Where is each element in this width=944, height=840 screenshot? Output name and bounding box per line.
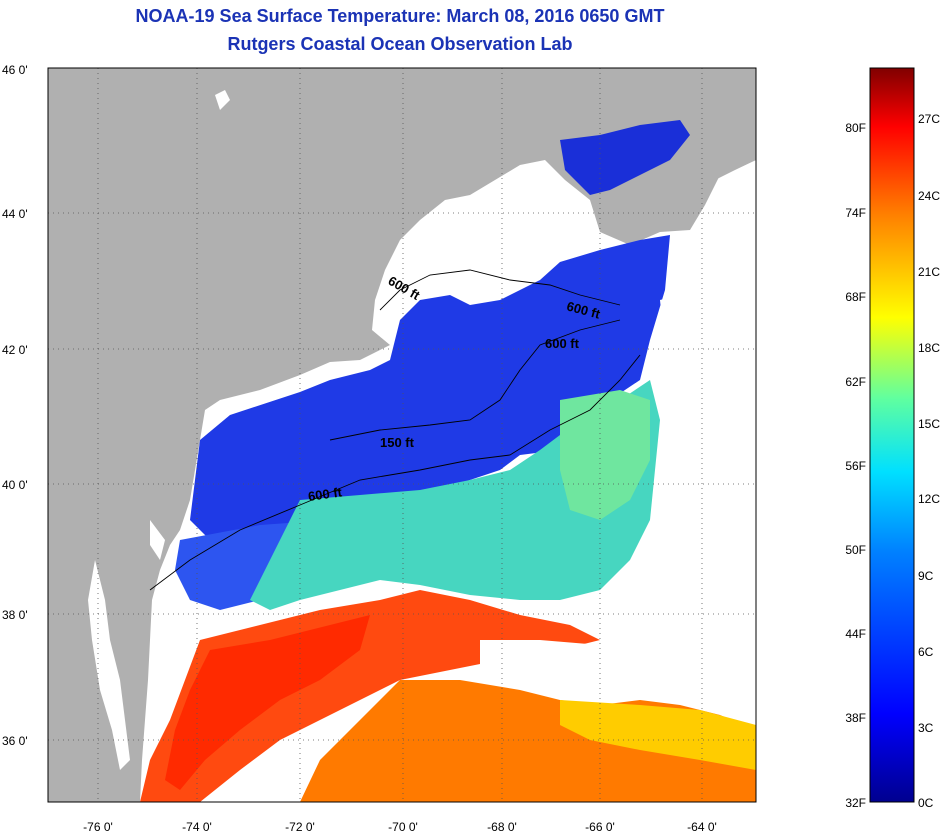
colorbar-f-label: 44F xyxy=(845,627,866,641)
colorbar-f-label: 38F xyxy=(845,711,866,725)
colorbar-f-label: 56F xyxy=(845,459,866,473)
lon-label: -70 0' xyxy=(388,820,418,834)
lat-label: 46 0' xyxy=(2,63,28,77)
lon-label: -64 0' xyxy=(687,820,717,834)
map-title: NOAA-19 Sea Surface Temperature: March 0… xyxy=(135,6,665,26)
colorbar-f-label: 68F xyxy=(845,290,866,304)
colorbar-f-label: 32F xyxy=(845,796,866,810)
colorbar-c-label: 18C xyxy=(918,341,941,355)
depth-label: 600 ft xyxy=(307,484,343,504)
lat-label: 38 0' xyxy=(2,608,28,622)
colorbar-c-label: 24C xyxy=(918,189,941,203)
lon-label: -76 0' xyxy=(83,820,113,834)
lon-label: -66 0' xyxy=(585,820,615,834)
shelf-slope-water xyxy=(250,380,660,610)
colorbar-c-label: 3C xyxy=(918,721,934,735)
colorbar-c-label: 27C xyxy=(918,112,941,126)
land-nova-scotia xyxy=(635,100,756,205)
lon-label: -68 0' xyxy=(487,820,517,834)
lon-label: -72 0' xyxy=(285,820,315,834)
colorbar-f-label: 74F xyxy=(845,206,866,220)
depth-label: 600 ft xyxy=(545,336,580,351)
colorbar-c-label: 6C xyxy=(918,645,934,659)
lat-label: 36 0' xyxy=(2,734,28,748)
land-north-america xyxy=(48,68,756,802)
lat-label: 40 0' xyxy=(2,478,28,492)
colorbar-f-label: 62F xyxy=(845,375,866,389)
lat-label: 44 0' xyxy=(2,207,28,221)
colorbar xyxy=(869,67,915,803)
colorbar-c-label: 0C xyxy=(918,796,934,810)
grid-lines xyxy=(48,68,756,802)
depth-label: 150 ft xyxy=(380,435,415,450)
colorbar-c-label: 15C xyxy=(918,417,941,431)
cold-water-shelf xyxy=(190,235,670,545)
lon-label: -74 0' xyxy=(182,820,212,834)
colorbar-c-label: 21C xyxy=(918,265,941,279)
lat-label: 42 0' xyxy=(2,343,28,357)
colorbar-c-label: 9C xyxy=(918,569,934,583)
cold-water-gulf-maine xyxy=(560,120,690,195)
colorbar-c-label: 12C xyxy=(918,492,941,506)
depth-contours xyxy=(149,269,641,591)
colorbar-f-label: 80F xyxy=(845,121,866,135)
colorbar-f-label: 50F xyxy=(845,543,866,557)
map-subtitle: Rutgers Coastal Ocean Observation Lab xyxy=(227,34,573,54)
